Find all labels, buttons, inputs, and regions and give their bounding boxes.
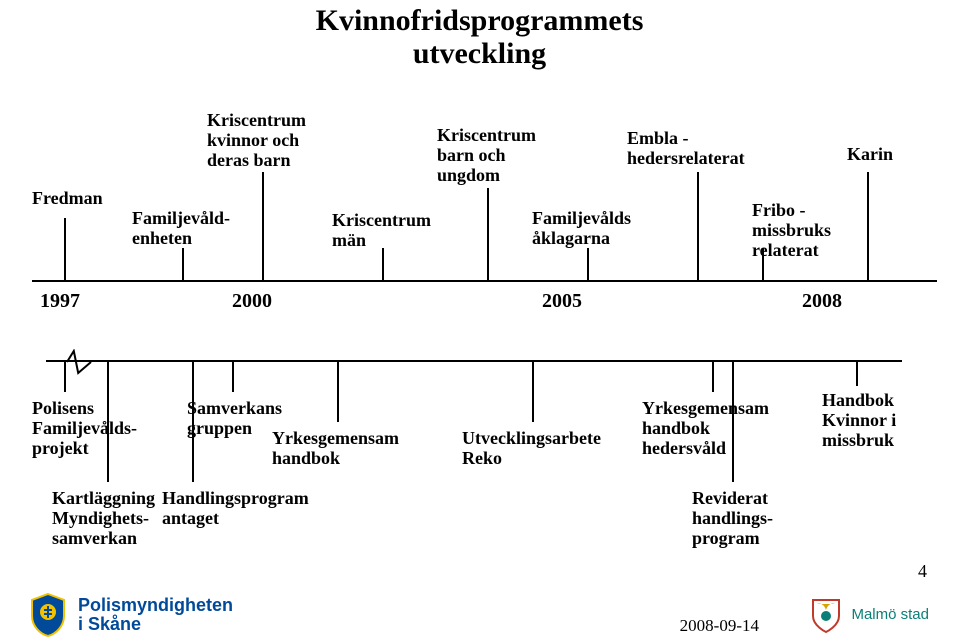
upper-axis [32, 280, 937, 282]
branch-karin [867, 172, 869, 280]
event-fribo-line-0: Fribo - [752, 200, 831, 220]
branch-aklag [587, 248, 589, 280]
event-handbok-line-1: Kvinnor i [822, 410, 896, 430]
title-line-2: utveckling [0, 37, 959, 70]
event-kc_man-line-0: Kriscentrum [332, 210, 431, 230]
malmo-logo: Malmö stad [809, 594, 929, 634]
event-kc_barn: Kriscentrumbarn ochungdom [437, 125, 536, 185]
event-fredman: Fredman [32, 188, 103, 208]
malmo-crest-icon [809, 594, 843, 634]
event-samverk: Samverkansgruppen [187, 398, 282, 438]
event-fribo-line-2: relaterat [752, 240, 831, 260]
page-title: Kvinnofridsprogrammets utveckling [0, 0, 959, 70]
event-revid-line-2: program [692, 528, 773, 548]
police-logo: Polismyndigheten i Skåne [28, 592, 233, 638]
branch-samverk [232, 360, 234, 392]
event-familjev-line-0: Familjevåld- [132, 208, 230, 228]
event-aklag: Familjevåldsåklagarna [532, 208, 631, 248]
event-handbok-line-2: missbruk [822, 430, 896, 450]
police-text: Polismyndigheten i Skåne [78, 596, 233, 634]
event-kartl: KartläggningMyndighets-samverkan [52, 488, 155, 548]
event-samverk-line-0: Samverkans [187, 398, 282, 418]
event-kartl-line-1: Myndighets- [52, 508, 155, 528]
event-yrkes1: Yrkesgemensamhandbok [272, 428, 399, 468]
police-line-1: Polismyndigheten [78, 596, 233, 615]
event-handlprog: Handlingsprogramantaget [162, 488, 309, 528]
event-reko-line-0: Utvecklingsarbete [462, 428, 601, 448]
branch-kc_man [382, 248, 384, 280]
event-familjev-line-1: enheten [132, 228, 230, 248]
event-aklag-line-0: Familjevålds [532, 208, 631, 228]
event-fribo: Fribo -missbruksrelaterat [752, 200, 831, 260]
event-kartl-line-2: samverkan [52, 528, 155, 548]
event-embla-line-1: hedersrelaterat [627, 148, 745, 168]
footer: Polismyndigheten i Skåne 2008-09-14 Malm… [0, 584, 959, 644]
title-line-1: Kvinnofridsprogrammets [0, 4, 959, 37]
year-2005: 2005 [542, 290, 582, 313]
branch-reko [532, 360, 534, 422]
footer-date: 2008-09-14 [680, 616, 759, 636]
event-kc_kvin-line-1: kvinnor och [207, 130, 306, 150]
event-yrkes2-line-2: hedersvåld [642, 438, 769, 458]
upper-timeline: FredmanFamiljevåld-enhetenKriscentrumkvi… [32, 80, 939, 340]
event-kartl-line-0: Kartläggning [52, 488, 155, 508]
event-yrkes2-line-0: Yrkesgemensam [642, 398, 769, 418]
event-embla: Embla -hedersrelaterat [627, 128, 745, 168]
event-kc_man: Kriscentrummän [332, 210, 431, 250]
event-embla-line-0: Embla - [627, 128, 745, 148]
timeline-break-icon [65, 349, 95, 375]
event-revid-line-1: handlings- [692, 508, 773, 528]
branch-embla [697, 172, 699, 280]
branch-familjev [182, 248, 184, 280]
branch-handbok [856, 360, 858, 386]
branch-yrkes1 [337, 360, 339, 422]
event-samverk-line-1: gruppen [187, 418, 282, 438]
event-yrkes2-line-1: handbok [642, 418, 769, 438]
event-yrkes2: Yrkesgemensamhandbokhedersvåld [642, 398, 769, 458]
event-yrkes1-line-0: Yrkesgemensam [272, 428, 399, 448]
event-kc_barn-line-1: barn och [437, 145, 536, 165]
event-karin: Karin [847, 144, 893, 164]
year-2008: 2008 [802, 290, 842, 313]
branch-fredman [64, 218, 66, 280]
event-polisens-line-0: Polisens [32, 398, 137, 418]
lower-timeline: PolisensFamiljevålds-projekt Kartläggning… [32, 340, 939, 570]
event-aklag-line-1: åklagarna [532, 228, 631, 248]
malmo-text: Malmö stad [851, 606, 929, 623]
event-karin-line-0: Karin [847, 144, 893, 164]
branch-kc_barn [487, 188, 489, 280]
event-kc_kvin-line-0: Kriscentrum [207, 110, 306, 130]
branch-kc_kvin [262, 172, 264, 280]
police-shield-icon [28, 592, 68, 638]
event-revid: Reviderathandlings-program [692, 488, 773, 548]
event-yrkes1-line-1: handbok [272, 448, 399, 468]
event-handbok: HandbokKvinnor imissbruk [822, 390, 896, 450]
event-revid-line-0: Reviderat [692, 488, 773, 508]
year-2000: 2000 [232, 290, 272, 313]
event-reko-line-1: Reko [462, 448, 601, 468]
police-line-2: i Skåne [78, 615, 233, 634]
event-reko: UtvecklingsarbeteReko [462, 428, 601, 468]
event-kc_kvin: Kriscentrumkvinnor ochderas barn [207, 110, 306, 170]
branch-yrkes2 [712, 360, 714, 392]
event-kc_barn-line-2: ungdom [437, 165, 536, 185]
branch-polisens [64, 360, 66, 392]
page-number: 4 [918, 561, 927, 582]
event-handlprog-line-1: antaget [162, 508, 309, 528]
event-kc_kvin-line-2: deras barn [207, 150, 306, 170]
event-kc_man-line-1: män [332, 230, 431, 250]
event-handbok-line-0: Handbok [822, 390, 896, 410]
year-1997: 1997 [40, 290, 80, 313]
event-handlprog-line-0: Handlingsprogram [162, 488, 309, 508]
event-fribo-line-1: missbruks [752, 220, 831, 240]
event-kc_barn-line-0: Kriscentrum [437, 125, 536, 145]
event-fredman-line-0: Fredman [32, 188, 103, 208]
lower-axis [46, 360, 902, 362]
event-familjev: Familjevåld-enheten [132, 208, 230, 248]
event-polisens-line-2: projekt [32, 438, 137, 458]
event-polisens-line-1: Familjevålds- [32, 418, 137, 438]
event-polisens: PolisensFamiljevålds-projekt [32, 398, 137, 458]
